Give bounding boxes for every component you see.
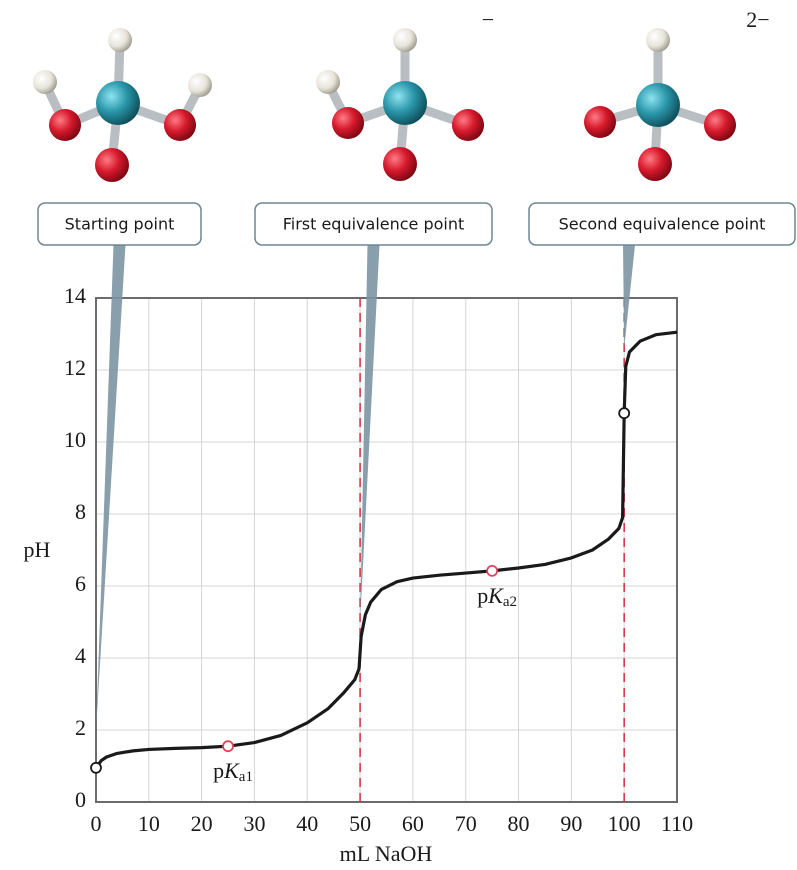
callout-text: First equivalence point: [283, 215, 465, 234]
marker: [91, 763, 101, 773]
molecule: [584, 28, 736, 181]
marker-label-part: p: [477, 583, 488, 608]
marker-label-part: a2: [503, 594, 517, 610]
x-tick-label: 0: [91, 811, 102, 836]
marker: [223, 741, 233, 751]
x-tick-label: 10: [138, 811, 160, 836]
x-tick-label: 40: [296, 811, 318, 836]
chart: − 2− mL NaOH pH 0 2 4 6 8 10 12 14 0 10 20 30 40 50 60…: [0, 0, 797, 870]
x-tick-label: 90: [560, 811, 582, 836]
x-tick-label: 100: [608, 811, 641, 836]
marker-label-part: K: [223, 758, 240, 783]
charge-label: −: [482, 7, 494, 32]
marker-label-part: K: [487, 583, 504, 608]
y-tick-label: 10: [64, 427, 86, 452]
callout-text: Starting point: [65, 215, 175, 234]
marker-label-part: a1: [239, 770, 253, 786]
x-tick-label: 110: [661, 811, 693, 836]
y-tick-label: 6: [75, 571, 86, 596]
marker: [619, 408, 629, 418]
y-tick-label: 8: [75, 499, 86, 524]
y-tick-label: 0: [75, 787, 86, 812]
x-tick-label: 80: [508, 811, 530, 836]
x-tick-label: 30: [243, 811, 265, 836]
marker-label-part: p: [213, 758, 224, 783]
y-tick-label: 14: [64, 283, 86, 308]
y-tick-label: 12: [64, 355, 86, 380]
x-tick-label: 60: [402, 811, 424, 836]
charge-label: 2−: [746, 7, 769, 32]
molecule: [316, 28, 484, 181]
x-tick-label: 50: [349, 811, 371, 836]
molecule: [33, 28, 212, 182]
x-tick-label: 70: [455, 811, 477, 836]
y-tick-label: 4: [75, 643, 86, 668]
callout-text: Second equivalence point: [559, 215, 766, 234]
marker: [487, 566, 497, 576]
y-axis-label: pH: [24, 537, 51, 562]
x-axis-label: mL NaOH: [340, 841, 433, 866]
y-tick-label: 2: [75, 715, 86, 740]
x-tick-label: 20: [191, 811, 213, 836]
